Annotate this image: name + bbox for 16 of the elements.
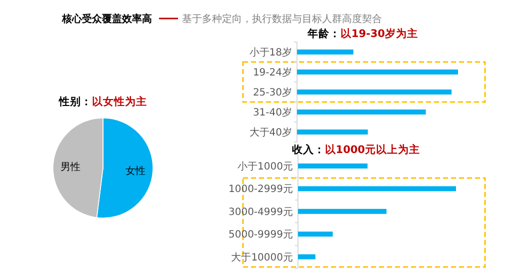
y-tick-label: 大于10000元 [231, 251, 293, 264]
chart-title: 性别：以女性为主 [58, 95, 147, 108]
slice-label: 女性 [125, 165, 146, 178]
y-tick-label: 25-30岁 [252, 86, 292, 98]
slice-label: 男性 [60, 160, 81, 173]
text: 基于多种定向，执行数据与目标人群高度契合 [182, 13, 382, 25]
y-tick-label: 5000-9999元 [228, 230, 293, 241]
y-tick-label: 31-40岁 [252, 106, 292, 118]
y-tick-label: 19-24岁 [252, 66, 292, 78]
text: 核心受众覆盖效率高 [61, 13, 152, 25]
y-tick-label: 大于40岁 [249, 126, 292, 138]
chart-title: 收入：以1000元以上为主 [292, 143, 420, 156]
y-tick-label: 小于18岁 [249, 46, 292, 58]
y-tick-label: 3000-4999元 [228, 206, 293, 218]
chart-title: 年龄：以19-30岁为主 [306, 27, 418, 40]
y-tick-label: 小于1000元 [238, 160, 293, 172]
